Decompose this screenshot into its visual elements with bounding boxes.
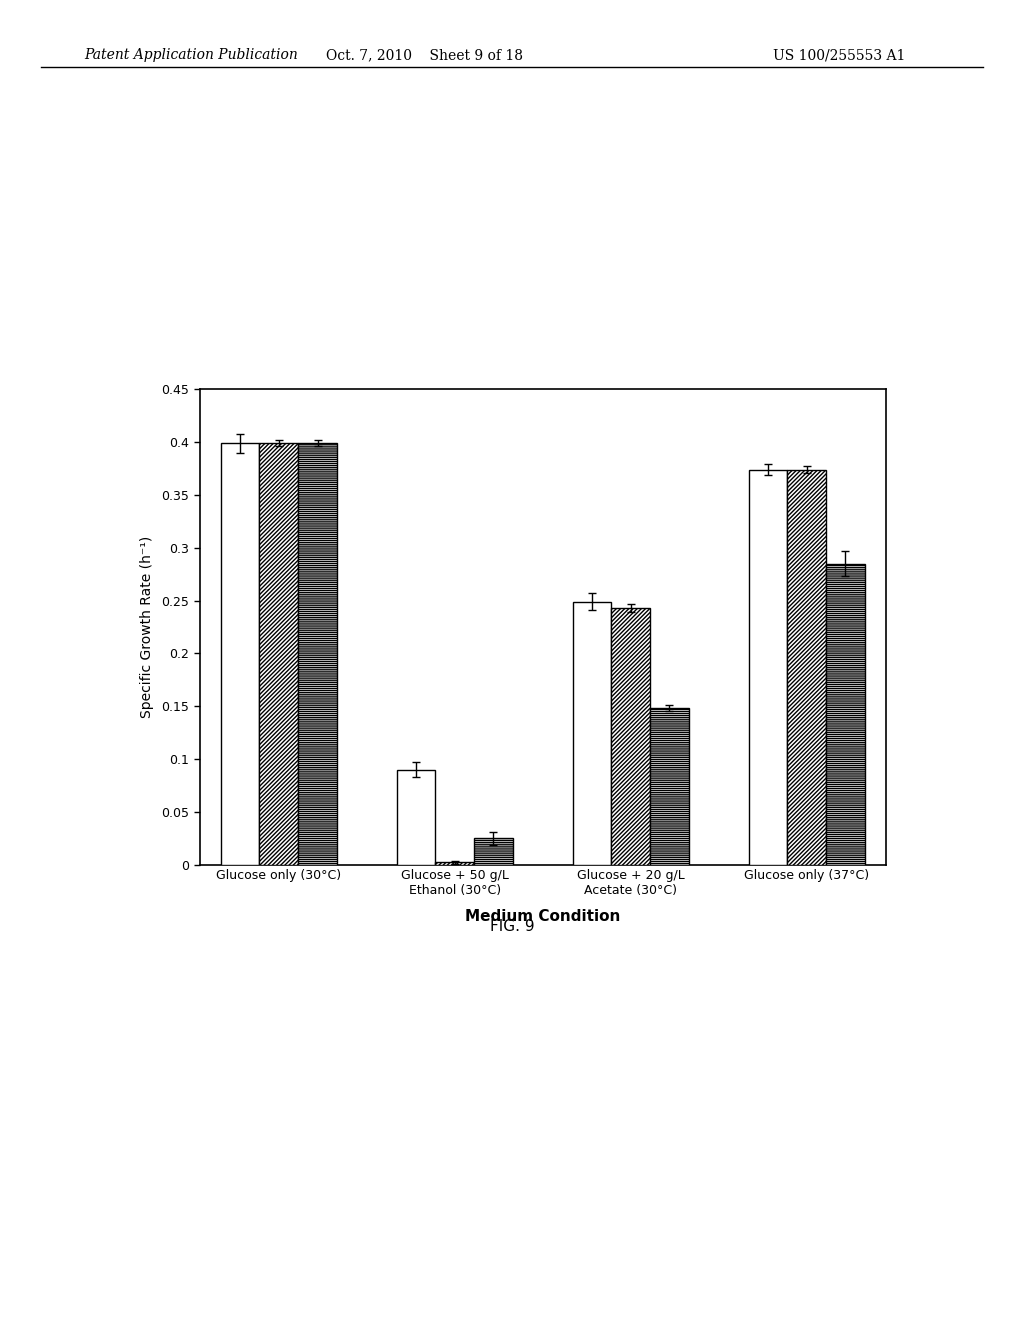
Bar	[396, 770, 435, 865]
Text: Oct. 7, 2010    Sheet 9 of 18: Oct. 7, 2010 Sheet 9 of 18	[327, 49, 523, 62]
Bar	[611, 609, 650, 865]
Bar	[826, 564, 864, 865]
Bar	[435, 862, 474, 865]
X-axis label: Medium Condition: Medium Condition	[465, 908, 621, 924]
Bar	[787, 470, 826, 865]
Bar	[650, 709, 689, 865]
Text: Patent Application Publication: Patent Application Publication	[84, 49, 298, 62]
Text: FIG. 9: FIG. 9	[489, 919, 535, 933]
Bar	[259, 444, 298, 865]
Bar	[474, 838, 513, 865]
Bar	[572, 602, 611, 865]
Bar	[221, 444, 259, 865]
Y-axis label: Specific Growth Rate (h⁻¹): Specific Growth Rate (h⁻¹)	[140, 536, 155, 718]
Bar	[298, 444, 337, 865]
Text: US 100/255553 A1: US 100/255553 A1	[773, 49, 905, 62]
Bar	[749, 470, 787, 865]
